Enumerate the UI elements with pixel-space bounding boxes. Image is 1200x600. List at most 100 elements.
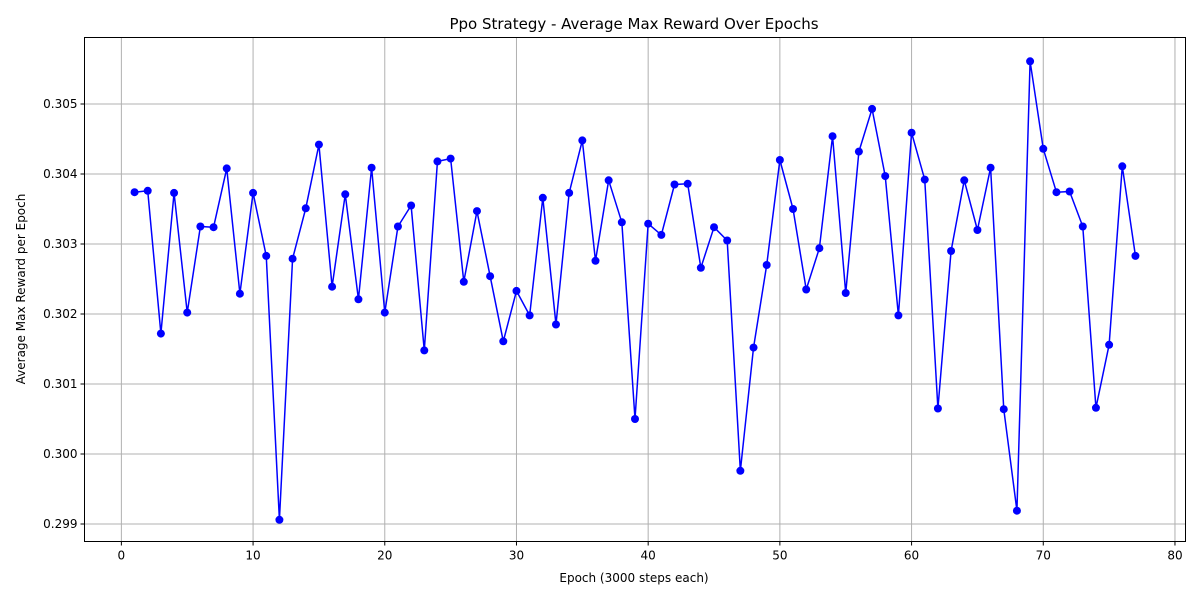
data-point: [986, 163, 995, 172]
y-tick-label: 0.302: [43, 307, 77, 321]
data-point: [789, 205, 798, 213]
data-point: [723, 236, 732, 245]
data-point: [828, 132, 837, 141]
data-point: [565, 188, 574, 197]
x-tick-label: 60: [904, 549, 919, 563]
data-point: [631, 415, 639, 423]
data-point: [815, 244, 824, 253]
data-point: [354, 295, 363, 304]
data-point: [762, 261, 771, 269]
data-point: [933, 404, 942, 413]
data-point: [999, 405, 1008, 414]
data-point: [341, 190, 350, 199]
data-point: [433, 157, 442, 166]
data-point: [604, 176, 613, 185]
y-tick-label: 0.300: [43, 447, 77, 461]
y-tick-label: 0.301: [43, 377, 77, 391]
data-point: [262, 251, 271, 260]
data-point: [1091, 403, 1100, 412]
data-point: [683, 179, 692, 188]
data-point: [1012, 506, 1021, 515]
data-point: [644, 219, 653, 228]
x-tick-label: 80: [1167, 549, 1182, 563]
x-tick-label: 10: [245, 549, 260, 563]
data-point: [512, 286, 521, 295]
data-point: [486, 272, 495, 281]
data-point: [380, 308, 389, 317]
data-point: [499, 337, 508, 346]
y-tick-label: 0.305: [43, 97, 77, 111]
x-axis-title: Epoch (3000 steps each): [559, 571, 708, 585]
y-tick-label: 0.299: [43, 517, 77, 531]
data-point: [235, 289, 244, 298]
data-point: [407, 201, 416, 210]
series-layer: [130, 57, 1140, 524]
data-point: [314, 140, 323, 149]
data-point: [710, 223, 719, 232]
data-point: [301, 204, 310, 213]
data-point: [222, 164, 231, 173]
x-tick-label: 40: [641, 549, 656, 563]
data-point: [1039, 144, 1048, 153]
y-axis-title: Average Max Reward per Epoch: [14, 194, 28, 385]
data-point: [1105, 340, 1114, 349]
data-point: [393, 222, 402, 231]
data-point: [1026, 57, 1035, 66]
data-point: [183, 308, 192, 317]
data-point: [591, 256, 600, 265]
data-point: [249, 188, 258, 197]
x-tick-label: 30: [509, 549, 524, 563]
data-point: [1052, 188, 1061, 197]
y-tick-label: 0.303: [43, 237, 77, 251]
x-tick-label: 70: [1036, 549, 1051, 563]
data-point: [947, 247, 956, 255]
data-point: [907, 128, 916, 137]
data-point: [802, 285, 811, 294]
data-point: [196, 222, 205, 231]
y-tick-label: 0.304: [43, 167, 77, 181]
data-point: [894, 311, 903, 320]
data-point: [1131, 251, 1140, 260]
plot-frame: [84, 37, 1186, 542]
data-point: [525, 311, 534, 320]
data-point: [538, 193, 547, 202]
x-tick-label: 0: [118, 549, 126, 563]
data-point: [209, 223, 218, 232]
data-point: [1118, 162, 1127, 171]
data-point: [854, 147, 863, 156]
data-point: [881, 172, 890, 181]
data-point: [775, 156, 784, 164]
grid-layer: [84, 37, 1186, 542]
data-point: [696, 263, 705, 272]
data-point: [156, 329, 165, 338]
data-point: [920, 175, 929, 184]
data-point: [551, 320, 560, 329]
data-point: [1065, 187, 1074, 196]
x-tick-label: 50: [772, 549, 787, 563]
data-point: [973, 226, 982, 234]
data-point: [275, 515, 284, 524]
data-point: [288, 254, 297, 263]
data-point: [367, 163, 376, 172]
data-point: [143, 186, 152, 195]
data-point: [459, 277, 468, 286]
data-point: [749, 343, 758, 352]
chart-title: Ppo Strategy - Average Max Reward Over E…: [449, 15, 818, 33]
data-point: [170, 188, 179, 197]
data-point: [657, 230, 666, 239]
data-point: [960, 176, 969, 185]
data-point: [868, 104, 877, 113]
data-point: [328, 282, 337, 291]
data-point: [841, 289, 850, 297]
data-point: [472, 207, 481, 216]
data-point: [670, 180, 679, 189]
data-point: [578, 136, 587, 145]
data-point: [736, 466, 745, 475]
data-point: [420, 346, 429, 355]
x-tick-label: 20: [377, 549, 392, 563]
data-point: [1078, 222, 1087, 231]
data-point: [617, 218, 626, 227]
data-point: [130, 188, 139, 197]
